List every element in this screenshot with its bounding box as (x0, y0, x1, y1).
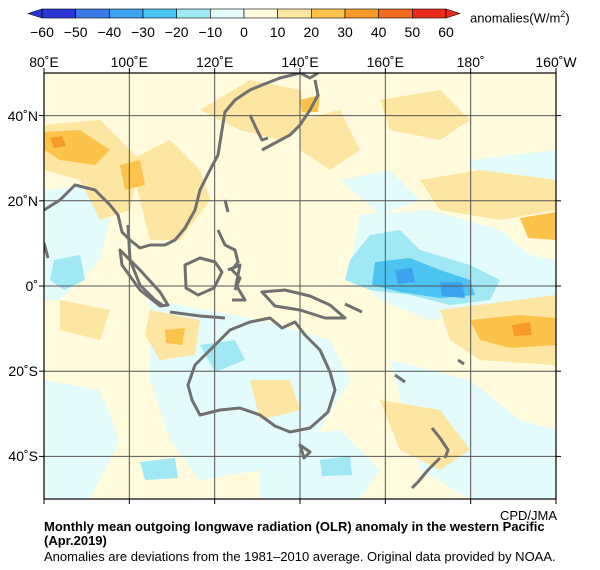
longitude-label: 160˚E (366, 54, 405, 70)
longitude-label: 100˚E (110, 54, 149, 70)
map-title: Monthly mean outgoing longwave radiation… (44, 519, 545, 548)
anomaly-fill-strong-positive (50, 136, 532, 336)
colorbar-tick-label: −20 (164, 24, 189, 40)
credit-label: CPD/JMA (499, 508, 557, 523)
colorbar-left-arrow (27, 8, 43, 19)
colorbar-tick-label: 0 (240, 24, 248, 40)
colorbar-right-arrow (445, 8, 461, 19)
anomaly-fill-positive (44, 95, 556, 348)
latitude-label: 20˚N (7, 192, 38, 209)
longitude-label: 80˚E (29, 54, 59, 70)
unit-superscript: 2 (560, 9, 566, 19)
map-note: Anomalies are deviations from the 1981–2… (44, 549, 556, 564)
colorbar-tick-label: 50 (404, 24, 421, 40)
longitude-label: 140˚E (281, 54, 319, 70)
colorbar-tick-label: 20 (303, 24, 320, 40)
latitude-label: 40˚S (8, 448, 38, 465)
anomaly-fill-light-positive (44, 80, 556, 470)
colorbar-tick-label: 30 (337, 24, 353, 40)
unit-text: anomalies(W/m (470, 10, 561, 26)
colorbar (27, 8, 461, 19)
colorbar-unit-label: anomalies(W/m2) (470, 9, 570, 25)
longitude-label: 120˚E (195, 54, 234, 70)
unit-close: ) (565, 10, 570, 26)
latitude-label: 40˚N (7, 107, 38, 124)
coastlines (44, 73, 465, 490)
axis-ticks (39, 68, 561, 504)
colorbar-tick-label: −50 (63, 24, 88, 40)
longitude-label: 180˚ (456, 54, 485, 70)
colorbar-tick-label: 60 (438, 24, 454, 40)
colorbar-tick-label: −40 (97, 24, 122, 40)
colorbar-tick-label: −60 (30, 24, 54, 40)
colorbar-tick-label: −30 (131, 24, 155, 40)
longitude-label: 160˚W (535, 54, 577, 70)
gridlines (44, 73, 556, 499)
latitude-label: 20˚S (8, 363, 38, 380)
colorbar-tick-label: 40 (370, 24, 387, 40)
colorbar-tick-label: 10 (269, 24, 286, 40)
latitude-label: 0˚ (25, 278, 38, 294)
colorbar-tick-label: −10 (198, 24, 223, 40)
